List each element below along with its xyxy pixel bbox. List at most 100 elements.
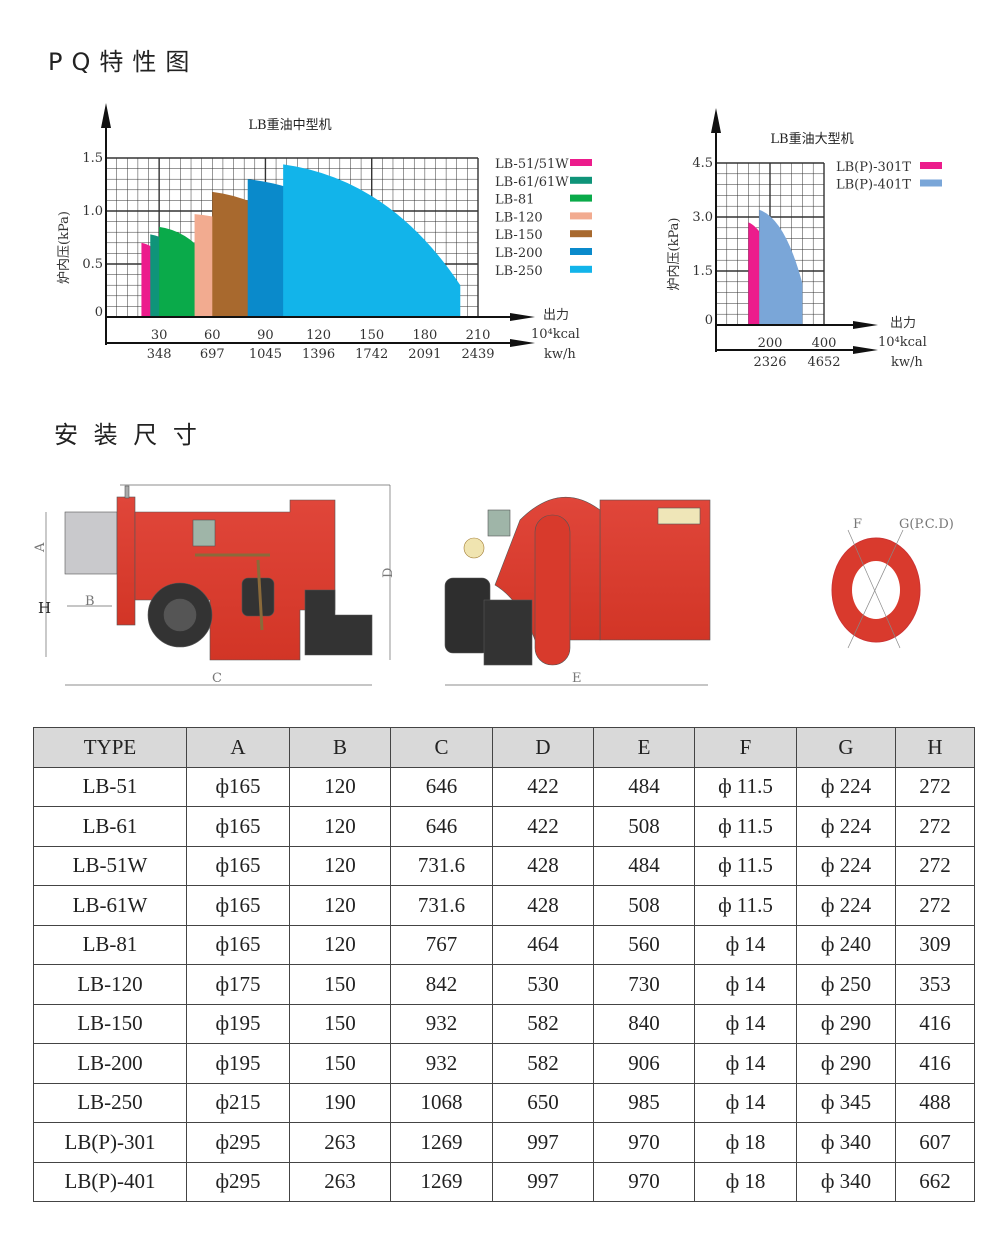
x-tick-label: 60 (204, 328, 221, 343)
table-cell: ф165 (186, 885, 290, 926)
table-cell: ф195 (186, 1003, 290, 1044)
table-cell: 488 (895, 1082, 975, 1123)
table-cell: 150 (289, 964, 391, 1005)
y-axis-arrow-icon (101, 103, 111, 128)
column-header: F (694, 727, 797, 768)
legend-label: LB-200 (495, 246, 543, 261)
table-cell: ф 11.5 (694, 885, 797, 926)
table-cell: 508 (593, 806, 695, 847)
table-cell: ф 290 (796, 1043, 896, 1084)
y-tick-label: 0 (95, 305, 103, 320)
table-cell: ф 240 (796, 924, 896, 965)
table-cell: ф 14 (694, 964, 797, 1005)
dim-label-c: C (212, 671, 222, 686)
table-cell: ф 11.5 (694, 845, 797, 886)
table-cell: ф 224 (796, 845, 896, 886)
legend-label: LB-81 (495, 193, 534, 208)
table-cell: 731.6 (390, 885, 493, 926)
table-cell: LB-81 (33, 924, 187, 965)
table-cell: ф 18 (694, 1161, 797, 1202)
x-unit-kcal: 10⁴kcal (531, 327, 580, 342)
legend-label: LB-250 (495, 264, 543, 279)
flange-drawing (831, 529, 921, 649)
table-cell: 607 (895, 1122, 975, 1163)
table-cell: LB(P)-401 (33, 1161, 187, 1202)
dim-label-h: H (38, 599, 51, 617)
table-cell: ф 18 (694, 1122, 797, 1163)
install-section-title: 安 装 尺 寸 (54, 421, 201, 449)
table-cell: 997 (492, 1122, 594, 1163)
x-tick-label-kw: 348 (147, 347, 172, 362)
legend-label: LB-120 (495, 210, 543, 225)
table-row: LB-81 ф165 120 767 464 560 ф 14 ф 240 309 (33, 924, 975, 965)
series-area-lb-p-401t (759, 209, 803, 325)
column-header: B (289, 727, 391, 768)
legend-swatch (570, 230, 592, 238)
table-cell: ф 224 (796, 766, 896, 807)
dim-label-b: B (85, 594, 95, 609)
x-tick-label: 30 (151, 328, 168, 343)
table-cell: 650 (492, 1082, 594, 1123)
column-header: TYPE (33, 727, 187, 768)
table-cell: 120 (289, 924, 391, 965)
x-tick-label: 180 (412, 328, 437, 343)
table-cell: ф 340 (796, 1161, 896, 1202)
y-tick-label: 4.5 (692, 156, 713, 171)
x-axis-arrow-icon (853, 346, 878, 354)
table-cell: ф 14 (694, 1082, 797, 1123)
table-cell: 560 (593, 924, 695, 965)
table-row: LB-51 ф165 120 646 422 484 ф 11.5 ф 224 272 (33, 766, 975, 807)
table-cell: 1269 (390, 1122, 493, 1163)
x-tick-label-kw: 1045 (249, 347, 282, 362)
x-tick-label-kw: 4652 (807, 355, 840, 370)
table-row: LB-150 ф195 150 932 582 840 ф 14 ф 290 416 (33, 1003, 975, 1044)
table-cell: 932 (390, 1043, 493, 1084)
table-cell: ф 14 (694, 1003, 797, 1044)
y-tick-label: 0 (705, 313, 713, 328)
table-cell: 731.6 (390, 845, 493, 886)
x-unit-kw: kw/h (891, 355, 923, 370)
table-cell: 997 (492, 1161, 594, 1202)
table-cell: 120 (289, 845, 391, 886)
table-cell: 272 (895, 885, 975, 926)
table-cell: 120 (289, 806, 391, 847)
table-cell: 484 (593, 766, 695, 807)
table-cell: 263 (289, 1122, 391, 1163)
table-cell: 730 (593, 964, 695, 1005)
legend-label: LB(P)-401T (836, 178, 911, 193)
table-row: LB(P)-401 ф295 263 1269 997 970 ф 18 ф 340 662 (33, 1161, 975, 1202)
table-cell: ф 250 (796, 964, 896, 1005)
x-axis-title: 出力 (890, 316, 916, 331)
dimension-table: TYPE A B C D E F G H LB-51 ф165 120 646 422 484 ф 11.5… (33, 727, 975, 1202)
column-header: A (186, 727, 290, 768)
table-cell: ф 14 (694, 924, 797, 965)
table-cell: LB-61W (33, 885, 187, 926)
table-cell: 190 (289, 1082, 391, 1123)
column-header: G (796, 727, 896, 768)
dim-label-e: E (572, 671, 582, 686)
table-cell: ф 11.5 (694, 766, 797, 807)
x-tick-label: 150 (359, 328, 384, 343)
dim-label-f: F (853, 517, 862, 532)
legend-swatch (570, 248, 592, 255)
table-cell: ф165 (186, 806, 290, 847)
y-axis-title: 炉内压(kPa) (666, 218, 682, 291)
y-tick-label: 1.0 (82, 204, 103, 219)
legend-swatch (570, 194, 592, 202)
table-cell: 272 (895, 806, 975, 847)
pq-section-title: PQ特性图 (48, 48, 199, 76)
table-cell: LB-200 (33, 1043, 187, 1084)
table-cell: 150 (289, 1003, 391, 1044)
table-cell: ф 340 (796, 1122, 896, 1163)
table-cell: 428 (492, 885, 594, 926)
legend-label: LB-150 (495, 228, 543, 243)
x-tick-label-kw: 2326 (753, 355, 786, 370)
table-cell: 906 (593, 1043, 695, 1084)
chart-title: LB重油大型机 (770, 131, 853, 147)
table-cell: 646 (390, 806, 493, 847)
table-row: LB-200 ф195 150 932 582 906 ф 14 ф 290 416 (33, 1043, 975, 1084)
legend-swatch (920, 162, 942, 169)
y-tick-label: 3.0 (692, 210, 713, 225)
table-cell: ф295 (186, 1161, 290, 1202)
